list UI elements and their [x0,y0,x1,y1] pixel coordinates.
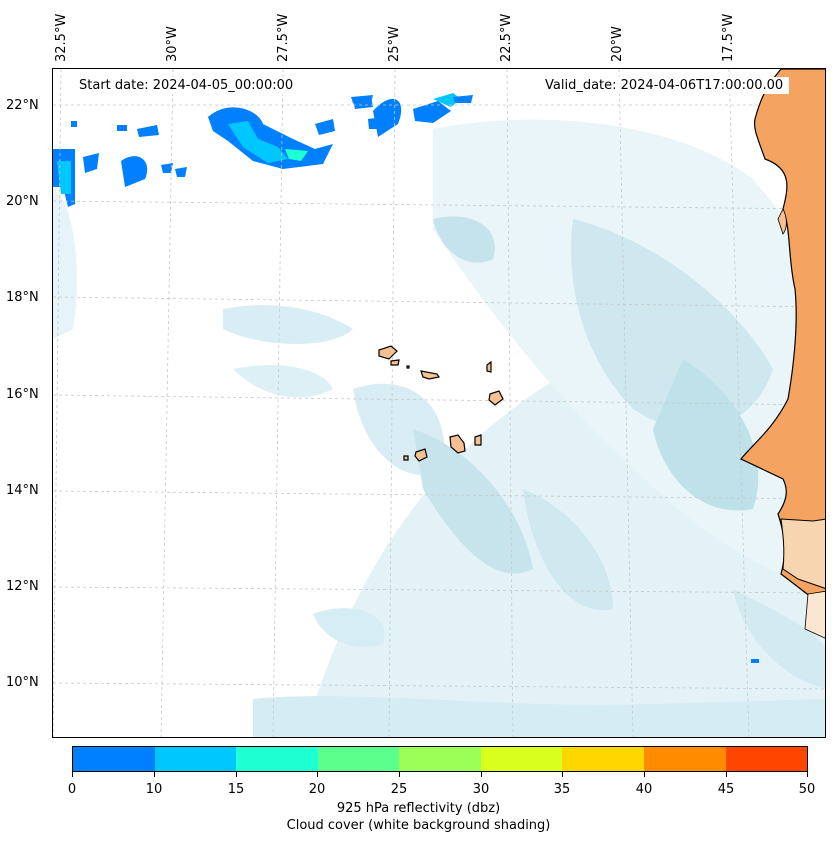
cloud-cover-shading [53,119,825,737]
colorbar-segment [236,747,318,771]
colorbar [72,746,808,772]
map-canvas [53,69,825,737]
colorbar-tick-label: 45 [717,782,735,797]
lat-label: 18°N [6,290,39,305]
colorbar-tick-label: 20 [308,782,326,797]
lon-label: 30°W [165,26,180,62]
lon-label: 25°W [387,26,402,62]
lat-label: 10°N [6,675,39,690]
start-date-label: Start date: 2024-04-05_00:00:00 [73,77,300,94]
colorbar-tick-label: 25 [390,782,408,797]
colorbar-segment [643,747,726,771]
reflectivity-patches [53,93,759,663]
lat-label: 12°N [6,579,39,594]
colorbar-segment [725,747,808,771]
colorbar-segment [399,747,481,771]
colorbar-segment [154,747,237,771]
map-area [52,68,826,738]
colorbar-tick-label: 50 [798,782,816,797]
colorbar-tick-label: 15 [227,782,245,797]
lat-label: 14°N [6,483,39,498]
colorbar-tick-label: 40 [635,782,653,797]
colorbar-tick-label: 35 [553,782,571,797]
colorbar-segment [562,747,644,771]
colorbar-tick-label: 30 [472,782,490,797]
cape-verde-islands [378,345,504,462]
graticule [53,69,825,737]
valid-date-label: Valid_date: 2024-04-06T17:00:00.00 [539,77,790,94]
lat-label: 22°N [6,98,39,113]
lon-label: 20°W [610,26,625,62]
colorbar-segment [317,747,400,771]
colorbar-tick-label: 0 [67,782,77,797]
colorbar-segment [73,747,155,771]
africa-landmass [740,69,825,639]
lon-label: 32.5°W [54,13,69,62]
lat-label: 20°N [6,194,39,209]
colorbar-tick-label: 10 [145,782,163,797]
lat-label: 16°N [6,387,39,402]
colorbar-sublabel: Cloud cover (white background shading) [286,818,551,833]
colorbar-label: 925 hPa reflectivity (dbz) [336,801,501,816]
lon-label: 27.5°W [276,13,291,62]
lon-label: 17.5°W [721,13,736,62]
lon-label: 22.5°W [499,13,514,62]
colorbar-segment [480,747,563,771]
